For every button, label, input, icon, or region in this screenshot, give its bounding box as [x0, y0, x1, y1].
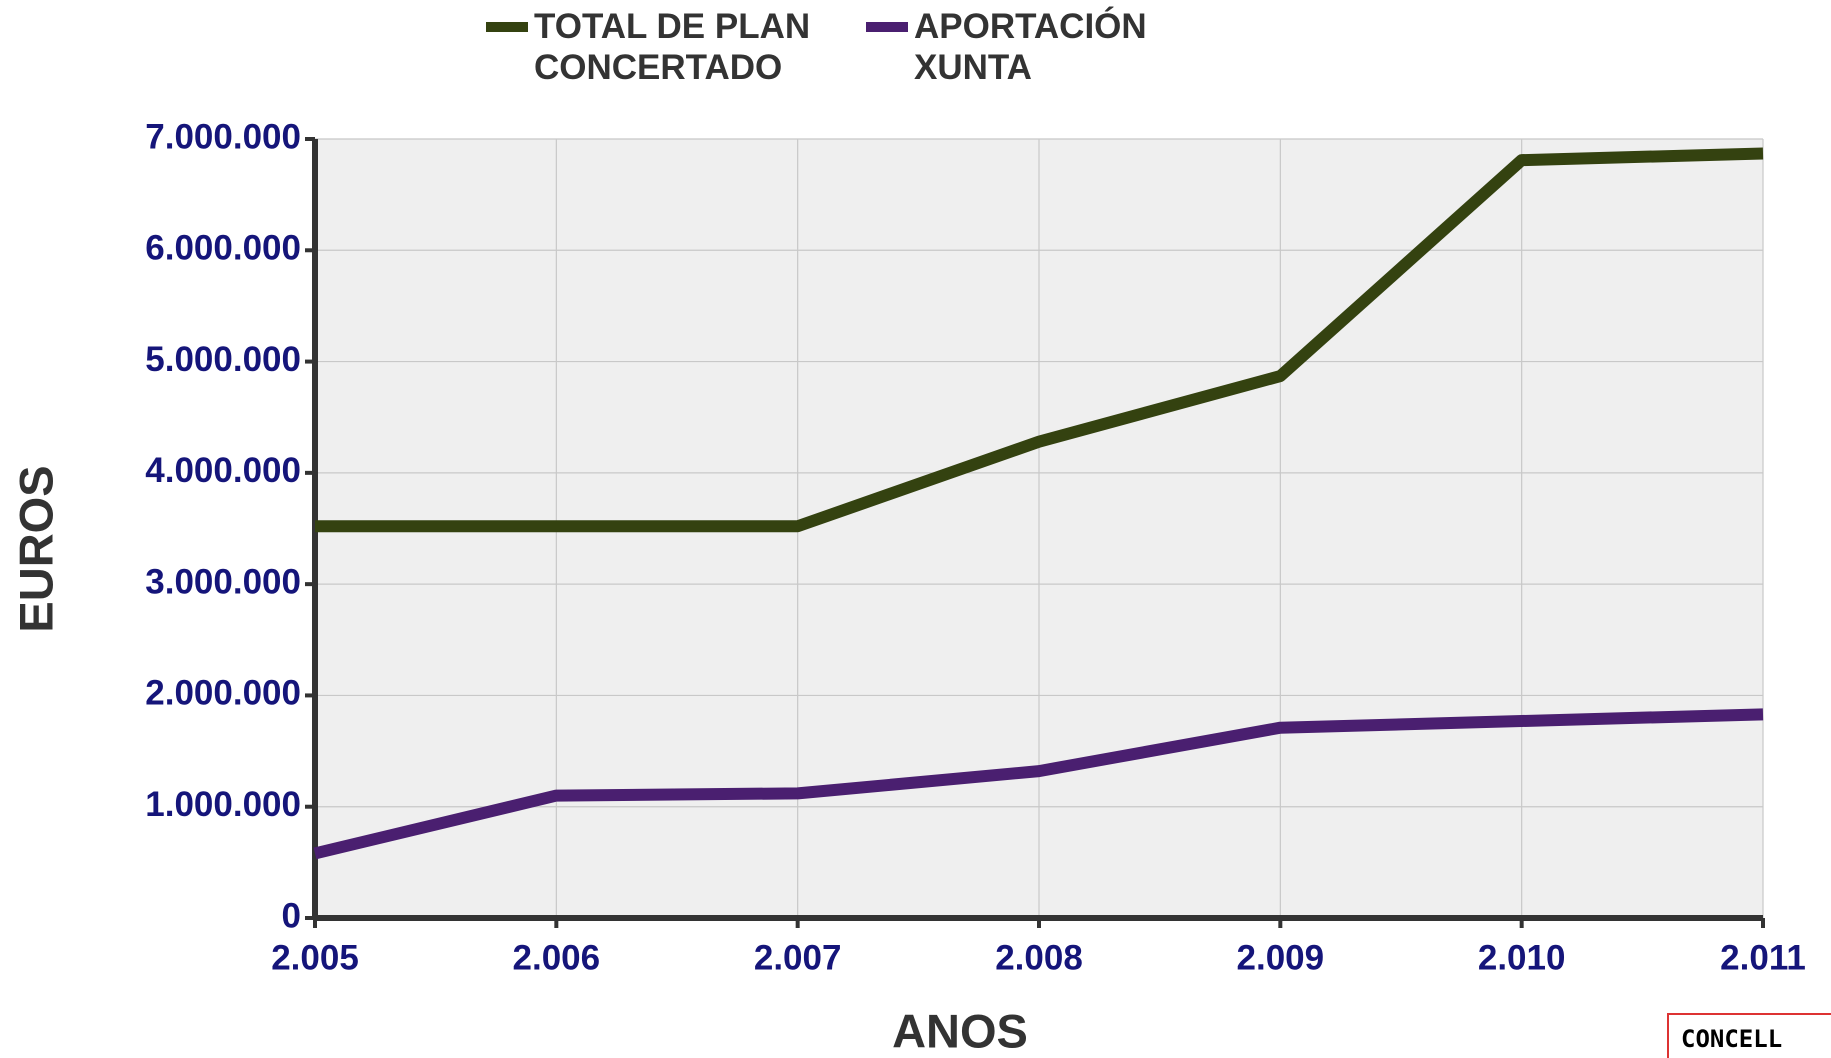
x-tick-label: 2.009: [1237, 938, 1325, 977]
x-tick-label: 2.007: [754, 938, 842, 977]
x-tick-label: 2.005: [271, 938, 359, 977]
legend-swatch: [486, 22, 528, 32]
x-tick-label: 2.011: [1720, 938, 1806, 977]
x-tick-label: 2.008: [995, 938, 1083, 977]
x-tick-label: 2.006: [513, 938, 601, 977]
y-tick-label: 6.000.000: [145, 229, 301, 268]
legend-swatch: [866, 22, 908, 32]
corner-box: CONCELL: [1667, 1013, 1831, 1058]
y-tick-label: 5.000.000: [145, 340, 301, 379]
y-tick-label: 1.000.000: [145, 785, 301, 824]
y-tick-label: 0: [282, 896, 301, 935]
x-axis-title: ANOS: [892, 1004, 1028, 1057]
legend-label: APORTACIÓN XUNTA: [914, 7, 1147, 87]
y-tick-label: 3.000.000: [145, 562, 301, 601]
x-tick-label: 2.010: [1478, 938, 1566, 977]
y-tick-label: 2.000.000: [145, 674, 301, 713]
legend-label: TOTAL DE PLAN CONCERTADO: [534, 7, 811, 87]
y-tick-label: 7.000.000: [145, 117, 301, 156]
series-line: [315, 147, 1764, 533]
y-tick-label: 4.000.000: [145, 451, 301, 490]
corner-box-text: CONCELL: [1681, 1025, 1783, 1053]
y-axis-title: EUROS: [9, 465, 62, 632]
series-line: [313, 708, 1764, 860]
